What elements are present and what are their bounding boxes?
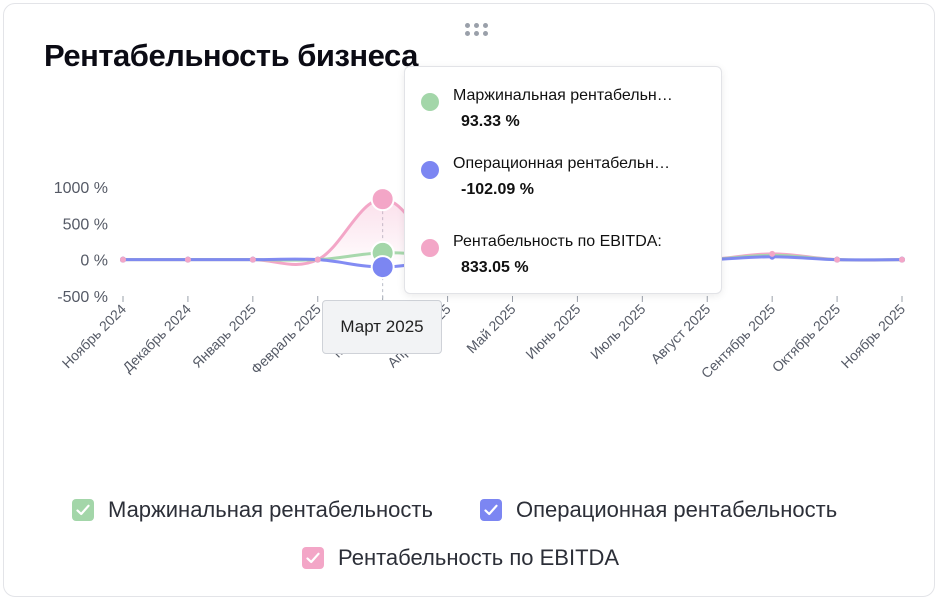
x-tick-label: Ноябрь 2024 [59, 301, 130, 372]
legend-label: Маржинальная рентабельность [108, 497, 433, 522]
data-point-ebitda [249, 256, 256, 263]
checkbox-icon[interactable] [480, 499, 502, 521]
checkbox-icon[interactable] [302, 547, 324, 569]
x-tick-label: Май 2025 [463, 301, 519, 357]
legend-item-operating[interactable]: Операционная рентабельность [480, 497, 837, 523]
tooltip-dot-ebitda [421, 239, 439, 257]
data-point-ebitda [834, 256, 841, 263]
y-tick-label: 1000 % [54, 180, 108, 197]
tooltip-series-value: 93.33 % [461, 113, 520, 130]
drag-handle-icon[interactable] [460, 20, 492, 38]
data-point-ebitda [314, 256, 321, 263]
active-point-ebitda [370, 187, 395, 212]
tooltip-series-value: -102.09 % [461, 181, 534, 198]
x-tick-label: Июнь 2025 [522, 301, 583, 362]
active-point-operating [370, 255, 395, 280]
x-tick-label: Январь 2025 [189, 301, 259, 371]
tooltip-dot-operating [421, 161, 439, 179]
tooltip-series-name: Операционная рентабельн… [453, 155, 671, 172]
x-tick-label: Февраль 2025 [248, 301, 324, 377]
x-tick-label: Ноябрь 2025 [838, 301, 909, 372]
x-tick-label: Октябрь 2025 [769, 301, 844, 376]
data-point-ebitda [769, 250, 776, 257]
y-tick-label: -500 % [57, 289, 108, 306]
y-tick-label: 0 % [80, 253, 108, 270]
tooltip-series-name: Рентабельность по EBITDA: [453, 233, 662, 250]
legend-label: Рентабельность по EBITDA [338, 545, 620, 570]
x-axis-tooltip: Март 2025 [322, 300, 442, 354]
y-tick-label: 500 % [63, 216, 108, 233]
tooltip-series-name: Маржинальная рентабельн… [453, 87, 673, 104]
x-axis-tooltip-label: Март 2025 [340, 317, 424, 336]
chart-title: Рентабельность бизнеса [44, 38, 418, 73]
legend-item-ebitda[interactable]: Рентабельность по EBITDA [302, 545, 619, 571]
x-tick-label: Декабрь 2024 [119, 301, 194, 376]
x-tick-label: Июль 2025 [587, 301, 648, 362]
data-point-ebitda [184, 256, 191, 263]
legend-item-margin[interactable]: Маржинальная рентабельность [72, 497, 433, 523]
tooltip-series-value: 833.05 % [461, 259, 529, 276]
legend-label: Операционная рентабельность [516, 497, 838, 522]
x-tick-label: Август 2025 [647, 301, 713, 367]
tooltip-dot-margin [421, 93, 439, 111]
data-point-ebitda [120, 256, 126, 263]
checkbox-icon[interactable] [72, 499, 94, 521]
data-point-ebitda [899, 256, 905, 263]
data-tooltip: Маржинальная рентабельн… 93.33 % Операци… [404, 66, 722, 294]
